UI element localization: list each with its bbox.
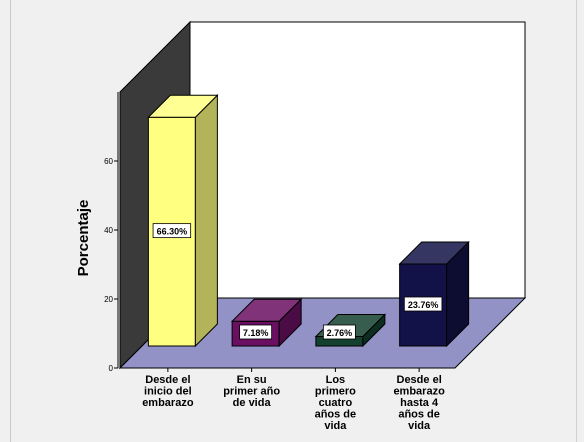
bar-top [147, 94, 219, 118]
x-tick-label-line: embarazo [393, 386, 445, 398]
bar-2: 7.18% [230, 298, 303, 348]
x-tick-label: Desde el inicio del embarazo [142, 374, 194, 409]
data-label: 23.76% [408, 300, 439, 310]
x-tick-label-line: primero [315, 386, 356, 398]
x-tick-label-line: cuatro [319, 397, 353, 409]
x-tick-label-line: En su [237, 374, 267, 386]
data-label-box [239, 324, 273, 340]
data-label: 2.76% [327, 328, 353, 338]
data-label-box [322, 324, 356, 340]
y-tick-label: 60 [104, 157, 113, 166]
x-tick-label-line: primer año [223, 386, 280, 398]
data-label: 7.18% [243, 328, 269, 338]
data-label-box [152, 223, 192, 239]
x-tick-label-line: vida [408, 420, 431, 432]
x-tick-label-line: hasta 4 [400, 397, 439, 409]
x-tick-label: En su primer año de vida [223, 374, 280, 409]
y-tick-label: 20 [104, 295, 113, 304]
bar-top [398, 241, 470, 265]
x-tick-label-line: de vida [233, 397, 272, 409]
x-tick-label: Los primero cuatro años de vida [315, 374, 357, 432]
x-tick-label-line: vida [324, 420, 347, 432]
x-tick-label-line: años de [315, 409, 357, 421]
bar-3: 2.76% [314, 313, 387, 348]
x-tick-label-line: Los [326, 374, 346, 386]
x-tick-label: Desde el embarazo hasta 4 años de vida [393, 374, 445, 432]
x-tick-label-line: Desde el [397, 374, 442, 386]
data-label-box [403, 296, 443, 312]
frame-border-right [576, 0, 577, 442]
frame-border-left [10, 0, 11, 442]
y-tick-label: 40 [104, 226, 113, 235]
y-axis: 0 20 40 60 [104, 92, 119, 373]
bar-4: 23.76% [398, 240, 470, 348]
bars: 66.30% 7.18% 2.76% 23.76% [147, 94, 470, 348]
y-tick-label: 0 [109, 364, 114, 373]
back-wall [189, 21, 526, 299]
bar-1: 66.30% [147, 94, 219, 348]
x-tick-label-line: inicio del [144, 386, 192, 398]
bar-side [194, 94, 218, 348]
data-label: 66.30% [157, 227, 188, 237]
x-tick-label-line: años de [398, 409, 440, 421]
x-tick-label-line: Desde el [145, 374, 190, 386]
bar-top [230, 298, 303, 322]
y-axis-title: Porcentaje [75, 200, 92, 277]
x-tick-label-line: embarazo [142, 397, 194, 409]
